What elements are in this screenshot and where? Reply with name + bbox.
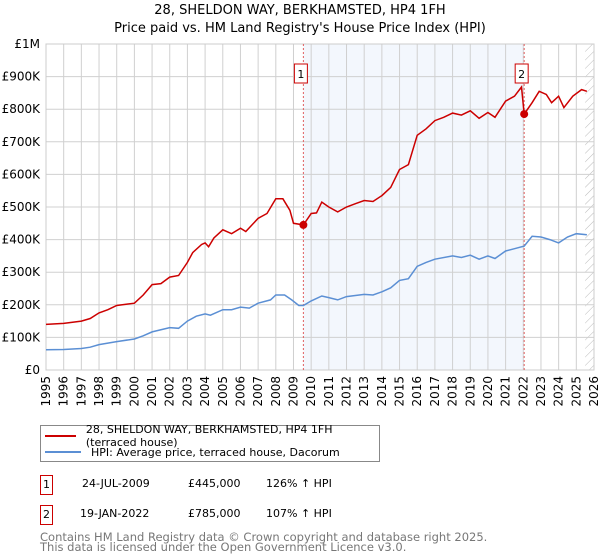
transaction-price: £445,000	[188, 477, 241, 490]
y-tick-label: £0	[25, 363, 40, 377]
x-tick-label: 1999	[110, 376, 124, 407]
y-tick-label: £800K	[2, 102, 42, 116]
y-tick-label: £1M	[14, 37, 40, 51]
x-tick-label: 1998	[92, 376, 106, 407]
x-tick-label: 2023	[534, 376, 548, 407]
x-tick-label: 2009	[286, 376, 300, 407]
x-tick-label: 2000	[127, 376, 141, 407]
footer-copyright: Contains HM Land Registry data © Crown c…	[40, 530, 488, 544]
marker-label: 1	[297, 68, 304, 81]
y-tick-label: £700K	[2, 135, 42, 149]
x-tick-label: 1995	[39, 376, 53, 407]
x-tick-label: 2007	[251, 376, 265, 407]
y-tick-label: £900K	[2, 70, 42, 84]
x-tick-label: 2003	[180, 376, 194, 407]
sale-point	[520, 110, 529, 119]
x-tick-label: 2025	[569, 376, 583, 407]
y-tick-label: £200K	[2, 298, 42, 312]
plot-frame	[45, 43, 595, 371]
legend-hpi: HPI: Average price, terraced house, Daco…	[91, 445, 340, 459]
x-tick-label: 2010	[304, 376, 318, 407]
x-tick-label: 2004	[198, 376, 212, 407]
x-tick-label: 2020	[481, 376, 495, 407]
x-tick-label: 2011	[322, 376, 336, 407]
legend-red-line	[45, 435, 76, 437]
x-tick-label: 2026	[587, 376, 600, 407]
x-tick-label: 2014	[375, 376, 389, 407]
y-tick-label: £600K	[2, 167, 42, 181]
x-tick-label: 2015	[393, 376, 407, 407]
legend: 28, SHELDON WAY, BERKHAMSTED, HP4 1FH (t…	[40, 423, 380, 462]
marker-badge: 2	[40, 505, 53, 525]
x-tick-label: 2018	[446, 376, 460, 407]
x-tick-label: 2012	[340, 376, 354, 407]
transaction-hpi: 107% ↑ HPI	[266, 507, 332, 520]
x-tick-label: 2019	[463, 376, 477, 407]
x-tick-label: 2024	[552, 376, 566, 407]
marker-badge: 1	[40, 475, 53, 495]
y-tick-label: £500K	[2, 200, 42, 214]
property-price-line	[45, 85, 588, 326]
transaction-price: £785,000	[188, 507, 241, 520]
x-tick-label: 2016	[410, 376, 424, 407]
transaction-date: 19-JAN-2022	[80, 507, 150, 520]
legend-blue-line	[45, 451, 81, 453]
transaction-hpi: 126% ↑ HPI	[266, 477, 332, 490]
x-tick-label: 1997	[74, 376, 88, 407]
x-tick-label: 2017	[428, 376, 442, 407]
x-tick-label: 2022	[516, 376, 530, 407]
y-tick-label: £300K	[2, 265, 42, 279]
footer-licence: This data is licensed under the Open Gov…	[40, 540, 407, 554]
x-tick-label: 2006	[233, 376, 247, 407]
transaction-date: 24-JUL-2009	[82, 477, 150, 490]
marker-badge	[514, 63, 529, 84]
x-tick-label: 2005	[216, 376, 230, 407]
x-tick-label: 2002	[163, 376, 177, 407]
chart-subtitle: Price paid vs. HM Land Registry's House …	[114, 21, 486, 36]
marker-label: 2	[518, 68, 525, 81]
y-tick-label: £400K	[2, 233, 42, 247]
y-tick-label: £100K	[2, 330, 42, 344]
x-tick-label: 2001	[145, 376, 159, 407]
sale-point	[299, 220, 308, 229]
x-tick-label: 2008	[269, 376, 283, 407]
chart-title: 28, SHELDON WAY, BERKHAMSTED, HP4 1FH	[154, 3, 446, 18]
x-tick-label: 1996	[57, 376, 71, 407]
price-chart: 1995 1996 1997 1998 1999 2000 2001 2002 2003 2004…	[2, 37, 600, 407]
legend-property: 28, SHELDON WAY, BERKHAMSTED, HP4 1FH (t…	[85, 423, 333, 449]
x-tick-label: 2021	[499, 376, 513, 407]
x-tick-label: 2013	[357, 376, 371, 407]
hpi-line	[45, 232, 587, 351]
marker-badge	[293, 63, 308, 84]
